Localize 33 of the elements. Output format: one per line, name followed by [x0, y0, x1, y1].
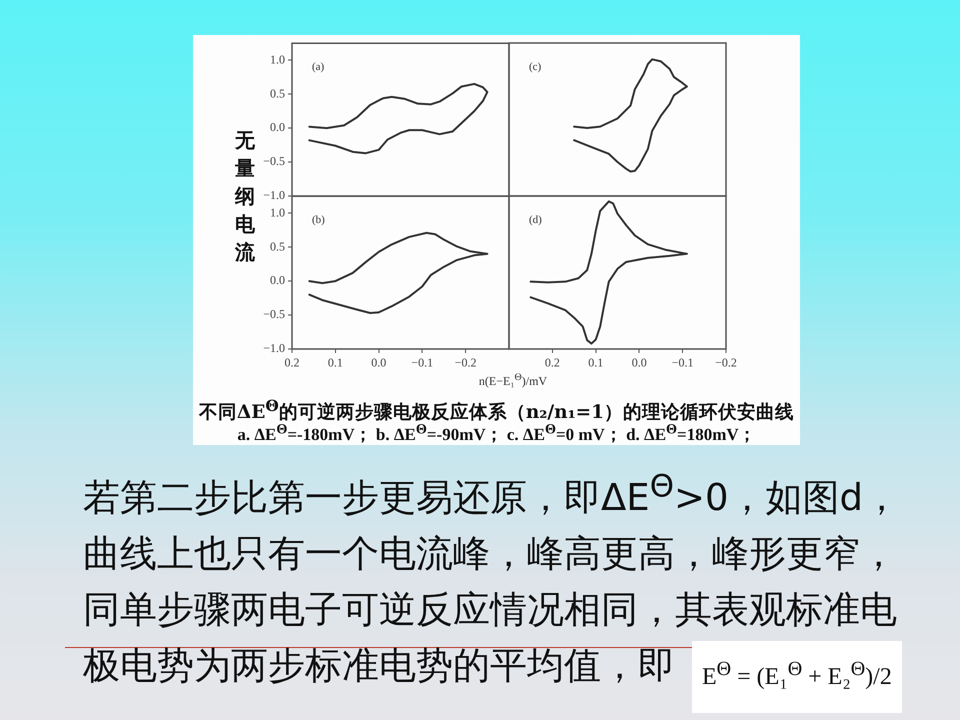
text: 极电势为两步标准电势的平均值，即: [83, 644, 675, 687]
x-tick-label: −0.2: [715, 355, 737, 370]
x-tick-label: 0.2: [284, 355, 300, 370]
x-tick-label: −0.1: [672, 355, 694, 370]
annotation: (c): [529, 61, 542, 73]
text: a. ΔE$^{Θ}$=-180mV； b. ΔE$^{Θ}$=-90mV； c. ΔE$^{Θ}$=0 mV； d. ΔE$^{Θ}$=180mV；: [237, 421, 756, 444]
x-tick-label: −0.1: [411, 355, 434, 370]
y-axis-title: 无量纲电流: [234, 127, 256, 266]
annotation: (b): [312, 214, 325, 226]
x-tick-label: −0.2: [454, 355, 476, 370]
y-tick-label: 0.5: [270, 86, 285, 100]
annotation: (d): [529, 214, 542, 226]
y-tick-label: 0.0: [270, 273, 285, 288]
annotation: (a): [312, 60, 324, 73]
y-tick-label: −1.0: [263, 340, 285, 355]
text: 曲线上也只有一个电流峰，峰高更高，峰形更窄，: [83, 532, 897, 575]
x-tick-label: 0.2: [544, 355, 560, 370]
x-tick-label: 0.0: [632, 355, 647, 370]
x-axis-title: n(E−E₁$^{Θ}$)/mV: [478, 372, 548, 389]
y-tick-label: 0.0: [270, 120, 285, 134]
x-tick-label: 0.1: [588, 355, 604, 370]
y-tick-label: −0.5: [263, 307, 285, 321]
y-tick-label: 0.5: [270, 239, 285, 254]
y-tick-label: −0.5: [263, 154, 285, 168]
x-tick-label: 0.0: [371, 355, 386, 370]
text: 同单步骤两电子可逆反应情况相同，其表观标准电: [83, 588, 897, 631]
text: 不同ΔE$^{Θ}$的可逆两步骤电极反应体系（n₂/n₁=1）的理论循环伏安曲线: [198, 396, 796, 424]
y-tick-label: 1.0: [270, 205, 285, 220]
y-tick-label: −1.0: [263, 188, 285, 202]
y-tick-label: 1.0: [270, 52, 285, 66]
text: E$^{Θ}$ = (E₁$^{Θ}$ + E₂$^{Θ}$)/2: [692, 641, 902, 713]
text: 若第二步比第一步更易还原，即ΔE$^{Θ}$>0，如图d，: [83, 468, 900, 519]
x-tick-label: 0.1: [328, 355, 343, 370]
